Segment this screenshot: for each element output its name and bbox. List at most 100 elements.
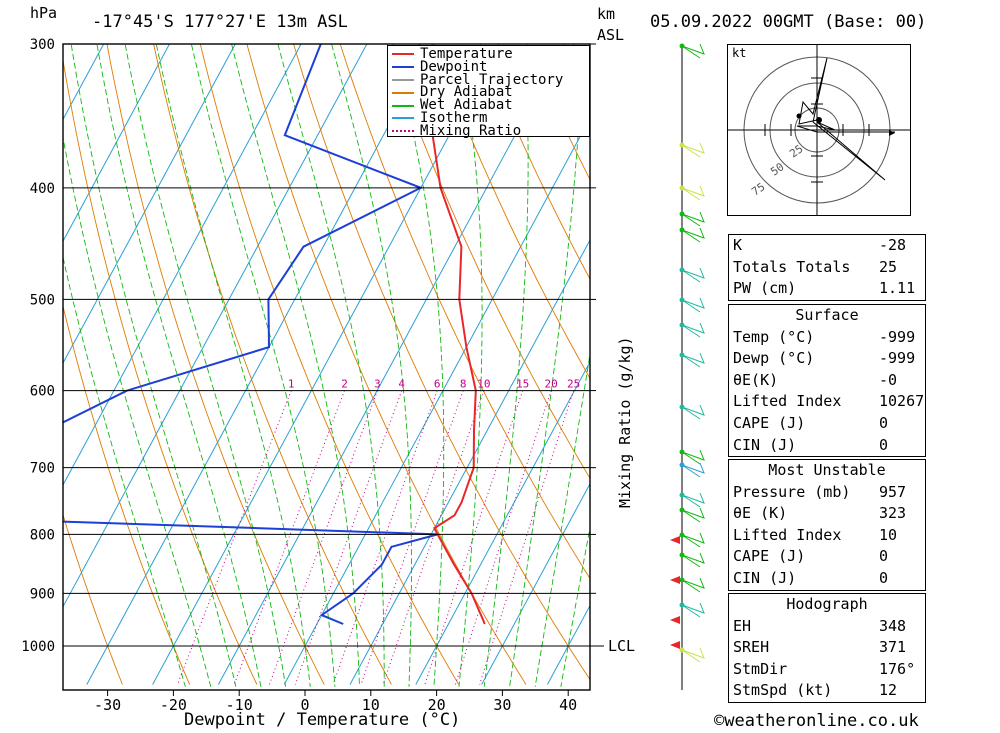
hodo-ring-label-75: 75 <box>749 180 767 198</box>
mixing-ratio-label: 8 <box>460 378 467 391</box>
hodograph-unit: kt <box>732 46 746 60</box>
legend-swatch <box>392 104 414 107</box>
index-row-k: K -28 <box>733 236 907 254</box>
isotherm-line <box>63 44 171 243</box>
wind-barb <box>681 322 705 338</box>
asl-unit-label: ASL <box>597 26 625 44</box>
legend-swatch <box>392 91 414 94</box>
pressure-tick-label: 1000 <box>21 639 55 655</box>
dry-adiabat-line <box>0 10 55 685</box>
legend-entry-isotherm: Isotherm <box>388 111 589 125</box>
footer-credit: ©weatheronline.co.uk <box>714 711 919 731</box>
wet-adiabat-line <box>124 44 287 687</box>
pressure-tick-label: 700 <box>30 461 55 477</box>
hodograph-chart: kt 25 50 75 <box>727 44 911 216</box>
hodograph-trace <box>796 57 895 181</box>
wind-barb <box>681 492 705 508</box>
legend-swatch <box>392 130 414 133</box>
isotherm-line <box>481 482 590 685</box>
pressure-tick-label: 400 <box>30 181 55 197</box>
surface-table: Surface Temp (°C) -999 Dewp (°C) -999 θE(K… <box>728 304 926 458</box>
wet-adiabat-line <box>392 44 445 687</box>
wind-barb <box>681 507 705 523</box>
x-tick-label: -10 <box>226 696 253 714</box>
wind-barb <box>681 142 705 158</box>
hodo-ring-label-25: 25 <box>787 142 805 160</box>
wind-barb <box>681 577 705 593</box>
wind-flag <box>670 641 680 649</box>
wet-adiabat-line <box>483 44 529 687</box>
most-unstable-title: Most Unstable <box>768 461 886 479</box>
dry-adiabat-line <box>63 57 258 685</box>
dry-adiabat-line <box>386 44 590 480</box>
legend-swatch <box>392 117 414 120</box>
legend-entry-wet: Wet Adiabat <box>388 98 589 112</box>
wind-barb <box>681 297 705 313</box>
wind-barb <box>681 227 705 243</box>
wet-adiabat-line <box>458 44 483 687</box>
wind-barb <box>681 267 705 283</box>
wind-flag <box>670 576 680 584</box>
legend-swatch <box>392 78 414 81</box>
x-axis-title: Dewpoint / Temperature (°C) <box>184 710 461 730</box>
mixing-ratio-line <box>294 390 403 685</box>
legend-label: Parcel Trajectory <box>420 71 564 88</box>
isotherm-line <box>0 10 57 685</box>
wet-adiabat-line <box>190 44 336 687</box>
dry-adiabat-line <box>106 44 325 685</box>
mixing-ratio-label: 2 <box>341 378 348 391</box>
wind-barb <box>681 449 705 465</box>
x-tick-label: 20 <box>428 696 446 714</box>
index-row-totals: Totals Totals 25 <box>733 257 898 276</box>
mixing-ratio-label: 1 <box>288 378 295 391</box>
mixing-ratio-axis-label: Mixing Ratio (g/kg) <box>616 336 634 508</box>
mixing-ratio-label: 6 <box>434 378 441 391</box>
isotherm-line <box>349 239 590 685</box>
pressure-tick-label: 900 <box>30 586 55 602</box>
legend-swatch <box>392 53 414 56</box>
mixing-ratio-label: 10 <box>477 378 490 391</box>
wet-adiabat-line <box>534 351 590 687</box>
x-tick-label: 40 <box>559 696 577 714</box>
legend-swatch <box>392 66 414 69</box>
indices-table: K -28 Totals Totals 25 PW (cm) 1.11 <box>728 234 926 301</box>
datetime-title: 05.09.2022 00GMT (Base: 00) <box>650 12 927 32</box>
x-tick-label: 10 <box>362 696 380 714</box>
pressure-tick-label: 500 <box>30 292 55 308</box>
x-tick-label: -30 <box>94 696 121 714</box>
mixing-ratio-label: 3 <box>374 378 381 391</box>
pressure-unit-label: hPa <box>30 4 58 22</box>
dry-adiabat-line <box>293 44 590 681</box>
lcl-label: LCL <box>608 637 635 655</box>
isotherm-line <box>63 44 302 486</box>
wind-barb <box>681 532 705 548</box>
wind-flag <box>670 616 680 624</box>
dry-adiabat-line <box>63 304 191 685</box>
hodo-ring-label-50: 50 <box>768 160 786 178</box>
wet-adiabat-line <box>63 255 186 687</box>
x-tick-label: 30 <box>493 696 511 714</box>
location-title: -17°45'S 177°27'E 13m ASL <box>92 12 348 32</box>
isotherm-line <box>63 44 368 608</box>
dry-adiabat-line <box>246 44 527 685</box>
wet-adiabat-line <box>509 44 584 687</box>
legend-entry-mixing: Mixing Ratio <box>388 124 589 138</box>
dry-adiabat-line <box>970 10 1000 685</box>
hodograph-title: Hodograph <box>786 595 868 613</box>
surface-title: Surface <box>795 306 859 324</box>
legend-entry-dewpoint: Dewpoint <box>388 60 589 74</box>
x-tick-label: -20 <box>160 696 187 714</box>
wet-adiabat-line <box>231 44 360 687</box>
pressure-tick-label: 600 <box>30 384 55 400</box>
dry-adiabat-line <box>924 10 1000 685</box>
legend: Temperature Dewpoint Parcel Trajectory Dry … <box>387 45 590 138</box>
wet-adiabat-line <box>155 44 311 687</box>
legend-entry-temperature: Temperature <box>388 47 589 61</box>
index-row-pw: PW (cm) 1.11 <box>733 279 916 298</box>
wind-barb <box>681 185 705 201</box>
dry-adiabat-line <box>153 44 392 685</box>
legend-entry-parcel: Parcel Trajectory <box>388 71 589 88</box>
hodograph-table: Hodograph EH 348 SREH 371 StmDir 176° StmSp… <box>728 593 926 703</box>
mixing-ratio-label: 20 <box>545 378 558 391</box>
wind-barb <box>681 211 705 227</box>
